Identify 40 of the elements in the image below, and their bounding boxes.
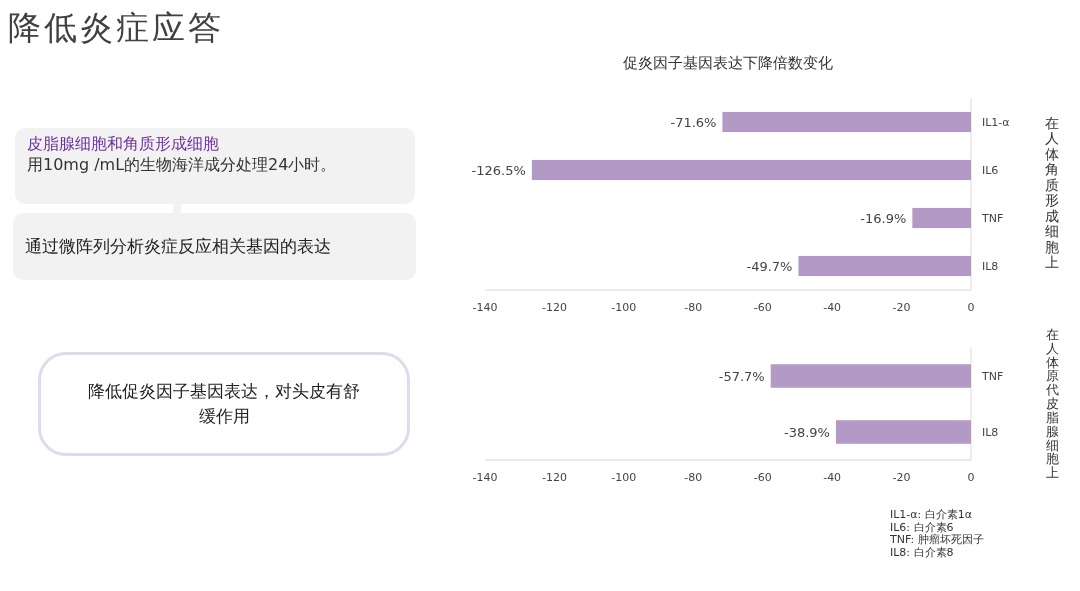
text: 在人体原代皮脂腺细胞上 [1045, 327, 1059, 481]
x-tick-label: -80 [684, 301, 703, 314]
data-label: -16.9% [860, 211, 907, 226]
x-tick-label: -140 [472, 471, 498, 484]
text: 皮脂腺细胞和角质形成细胞 [27, 133, 220, 154]
x-tick-label: -40 [823, 301, 842, 314]
text: IL8: 白介素8 [890, 545, 955, 559]
y-tick-label: TNF [981, 370, 1004, 383]
text: 通过微阵列分析炎症反应相关基因的表达 [13, 213, 416, 280]
y-tick-label: IL8 [982, 260, 999, 273]
text: IL1-α: 白介素1α [890, 508, 974, 521]
x-tick-label: -140 [472, 301, 498, 314]
y-tick-label: IL1-α [982, 116, 1010, 129]
x-tick-label: -80 [684, 471, 703, 484]
y-tick-label: TNF [981, 212, 1004, 225]
x-tick-label: -20 [892, 471, 911, 484]
text: 用10mg /mL的生物海洋成分处理24小时。 [27, 154, 338, 175]
y-tick-label: IL8 [982, 426, 999, 439]
data-label: -126.5% [471, 163, 526, 178]
x-tick-label: -60 [753, 301, 772, 314]
chart-title: 促炎因子基因表达下降倍数变化 [623, 54, 833, 72]
x-tick-label: -120 [541, 301, 567, 314]
x-tick-label: -120 [541, 471, 567, 484]
data-label: -57.7% [718, 369, 765, 384]
text: 在人体角质形成细胞上 [1045, 114, 1059, 270]
data-label: -71.6% [670, 115, 717, 130]
x-tick-label: 0 [967, 301, 975, 314]
data-label: -49.7% [746, 259, 793, 274]
text: 降低炎症应答 [8, 7, 224, 49]
x-tick-label: -20 [892, 301, 911, 314]
data-label: -38.9% [783, 425, 830, 440]
y-tick-label: IL6 [982, 164, 999, 177]
x-tick-label: -100 [611, 301, 637, 314]
text: IL6: 白介素6 [890, 520, 955, 534]
text: 降低促炎因子基因表达，对头皮有舒缓作用 [38, 352, 410, 456]
x-tick-label: -40 [823, 471, 842, 484]
x-tick-label: -100 [611, 471, 637, 484]
text: TNF: 肿瘤坏死因子 [890, 533, 984, 546]
x-tick-label: -60 [753, 471, 772, 484]
x-tick-label: 0 [967, 471, 975, 484]
